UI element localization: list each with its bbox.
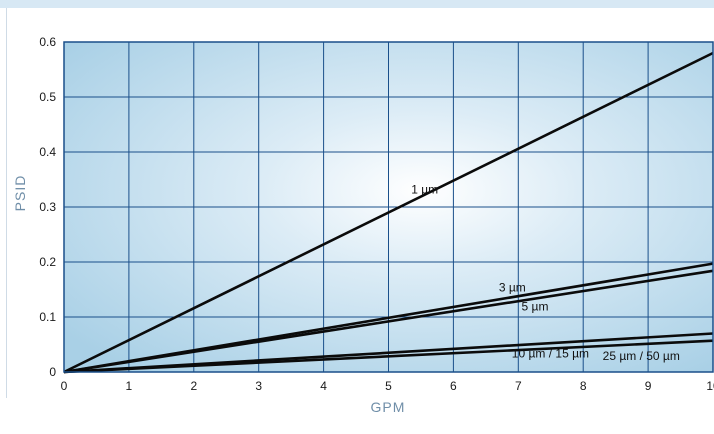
x-tick-label: 6 [450, 379, 457, 393]
y-tick-label: 0.4 [39, 145, 56, 159]
plot-border [63, 41, 714, 373]
series-line [63, 51, 714, 374]
x-tick-label: 1 [126, 379, 133, 393]
y-tick-label: 0.5 [39, 90, 56, 104]
x-tick-label: 10 [706, 379, 714, 393]
y-tick-label: 0 [49, 365, 56, 379]
y-tick-label: 0.2 [39, 255, 56, 269]
y-tick-label: 0.3 [39, 200, 56, 214]
series-lines [63, 51, 714, 374]
series-label: 5 µm [522, 300, 549, 314]
series-labels: 1 µm 3 µm 5 µm 10 µm / 15 µm 25 µm / 50 µm [411, 182, 680, 363]
x-tick-label: 2 [190, 379, 197, 393]
y-tick-label: 0.6 [39, 35, 56, 49]
series-label: 3 µm [499, 280, 526, 294]
series-label: 1 µm [411, 182, 438, 196]
x-tick-label: 5 [385, 379, 392, 393]
x-tick-label: 0 [61, 379, 68, 393]
y-tick-labels: 0 0.1 0.2 0.3 0.4 0.5 0.6 [39, 35, 56, 379]
series-line [63, 269, 714, 374]
series-line [63, 339, 714, 374]
series-label: 25 µm / 50 µm [603, 349, 680, 363]
y-axis-title: PSID [12, 175, 28, 212]
x-tick-label: 8 [580, 379, 587, 393]
left-rule [6, 8, 7, 398]
x-tick-label: 7 [515, 379, 522, 393]
x-axis-title: GPM [371, 399, 406, 415]
x-tick-label: 3 [255, 379, 262, 393]
x-tick-label: 4 [320, 379, 327, 393]
x-tick-label: 9 [645, 379, 652, 393]
y-tick-label: 0.1 [39, 310, 56, 324]
x-tick-labels: 0 1 2 3 4 5 6 7 8 9 10 [61, 379, 714, 393]
series-label: 10 µm / 15 µm [512, 346, 589, 360]
top-bar [0, 0, 714, 8]
